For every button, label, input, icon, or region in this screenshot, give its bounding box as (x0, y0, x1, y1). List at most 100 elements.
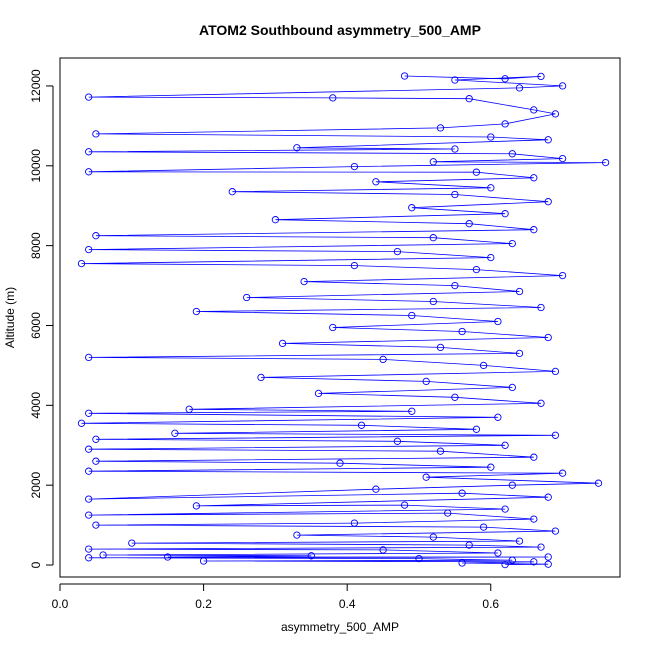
data-point (551, 431, 560, 439)
data-point (530, 515, 538, 523)
data-point (530, 106, 538, 114)
data-point (293, 144, 301, 152)
data-point (544, 493, 552, 501)
y-axis: 0 2000 4000 6000 8000 10000 12000 (29, 69, 54, 568)
data-point (458, 559, 466, 567)
data-point (494, 549, 502, 557)
data-point (465, 220, 473, 228)
data-point (472, 168, 481, 176)
data-point (372, 178, 380, 186)
data-point (530, 174, 538, 182)
data-point (77, 259, 86, 268)
data-point (429, 158, 437, 166)
data-point (501, 210, 509, 218)
data-point (530, 558, 538, 566)
data-point (551, 527, 560, 535)
data-point (487, 133, 495, 141)
data-point (458, 489, 466, 497)
data-point (451, 393, 459, 401)
data-point (537, 543, 545, 551)
data-point (465, 541, 473, 549)
data-point (544, 553, 552, 561)
data-point (544, 333, 552, 342)
data-point (436, 447, 445, 455)
data-point (185, 405, 193, 413)
x-axis: 0.0 0.2 0.4 0.6 (52, 583, 499, 611)
data-point (350, 519, 359, 527)
data-point (558, 271, 567, 280)
data-point (422, 473, 430, 481)
data-point (92, 521, 100, 529)
data-point (472, 265, 481, 274)
data-point (415, 554, 423, 563)
data-point (436, 343, 445, 352)
data-point (451, 145, 459, 153)
data-point (92, 457, 100, 465)
y-axis-label: Altitude (m) (3, 287, 17, 348)
data-point (537, 303, 545, 312)
data-point (350, 162, 359, 171)
chart-title: ATOM2 Southbound asymmetry_500_AMP (199, 22, 481, 38)
data-point (479, 523, 488, 531)
data-point (400, 501, 409, 509)
x-tick-label: 0.2 (195, 597, 212, 611)
data-point (501, 505, 509, 513)
y-tick-label: 6000 (29, 312, 43, 339)
data-point (451, 190, 459, 199)
data-point (408, 311, 416, 320)
data-point (436, 124, 445, 132)
data-point (429, 533, 437, 541)
data-point (508, 239, 516, 248)
data-point (515, 84, 524, 92)
data-point (408, 407, 416, 415)
data-point (508, 481, 516, 489)
data-point (551, 367, 560, 376)
data-point (537, 72, 545, 81)
data-point (336, 459, 344, 467)
data-point (429, 234, 437, 242)
x-axis-label: asymmetry_500_AMP (281, 620, 399, 634)
data-point (487, 184, 495, 192)
data-point (594, 479, 603, 487)
data-point (128, 539, 136, 547)
data-point (192, 502, 201, 510)
data-point (400, 72, 409, 80)
data-point (77, 419, 86, 427)
data-point (429, 297, 437, 306)
data-point (515, 537, 524, 545)
data-point (85, 409, 93, 417)
data-point (501, 441, 509, 449)
data-point (278, 339, 287, 348)
data-point (451, 281, 459, 290)
data-point (551, 110, 560, 118)
y-tick-label: 4000 (29, 392, 43, 419)
data-point (508, 556, 516, 564)
data-point (164, 553, 172, 561)
data-point (508, 383, 516, 392)
data-point (350, 261, 359, 270)
data-point (494, 317, 502, 326)
data-point (408, 204, 416, 212)
data-point (487, 253, 495, 262)
data-point (92, 130, 100, 138)
data-point (501, 120, 509, 128)
data-point (329, 94, 337, 102)
data-point (494, 413, 502, 421)
data-point (92, 435, 100, 443)
data-point (171, 429, 179, 437)
x-tick-label: 0.0 (52, 597, 69, 611)
data-point (458, 327, 466, 336)
data-point (465, 95, 473, 103)
y-tick-label: 8000 (29, 232, 43, 259)
data-point (422, 377, 430, 386)
data-point (558, 154, 567, 163)
data-point (537, 399, 545, 407)
data-point (444, 509, 452, 517)
data-point (393, 247, 402, 256)
data-point (479, 361, 488, 370)
data-point (85, 545, 93, 553)
y-tick-label: 12000 (29, 69, 43, 103)
data-point (558, 469, 567, 477)
plot-frame (59, 57, 621, 578)
data-point (271, 216, 280, 224)
